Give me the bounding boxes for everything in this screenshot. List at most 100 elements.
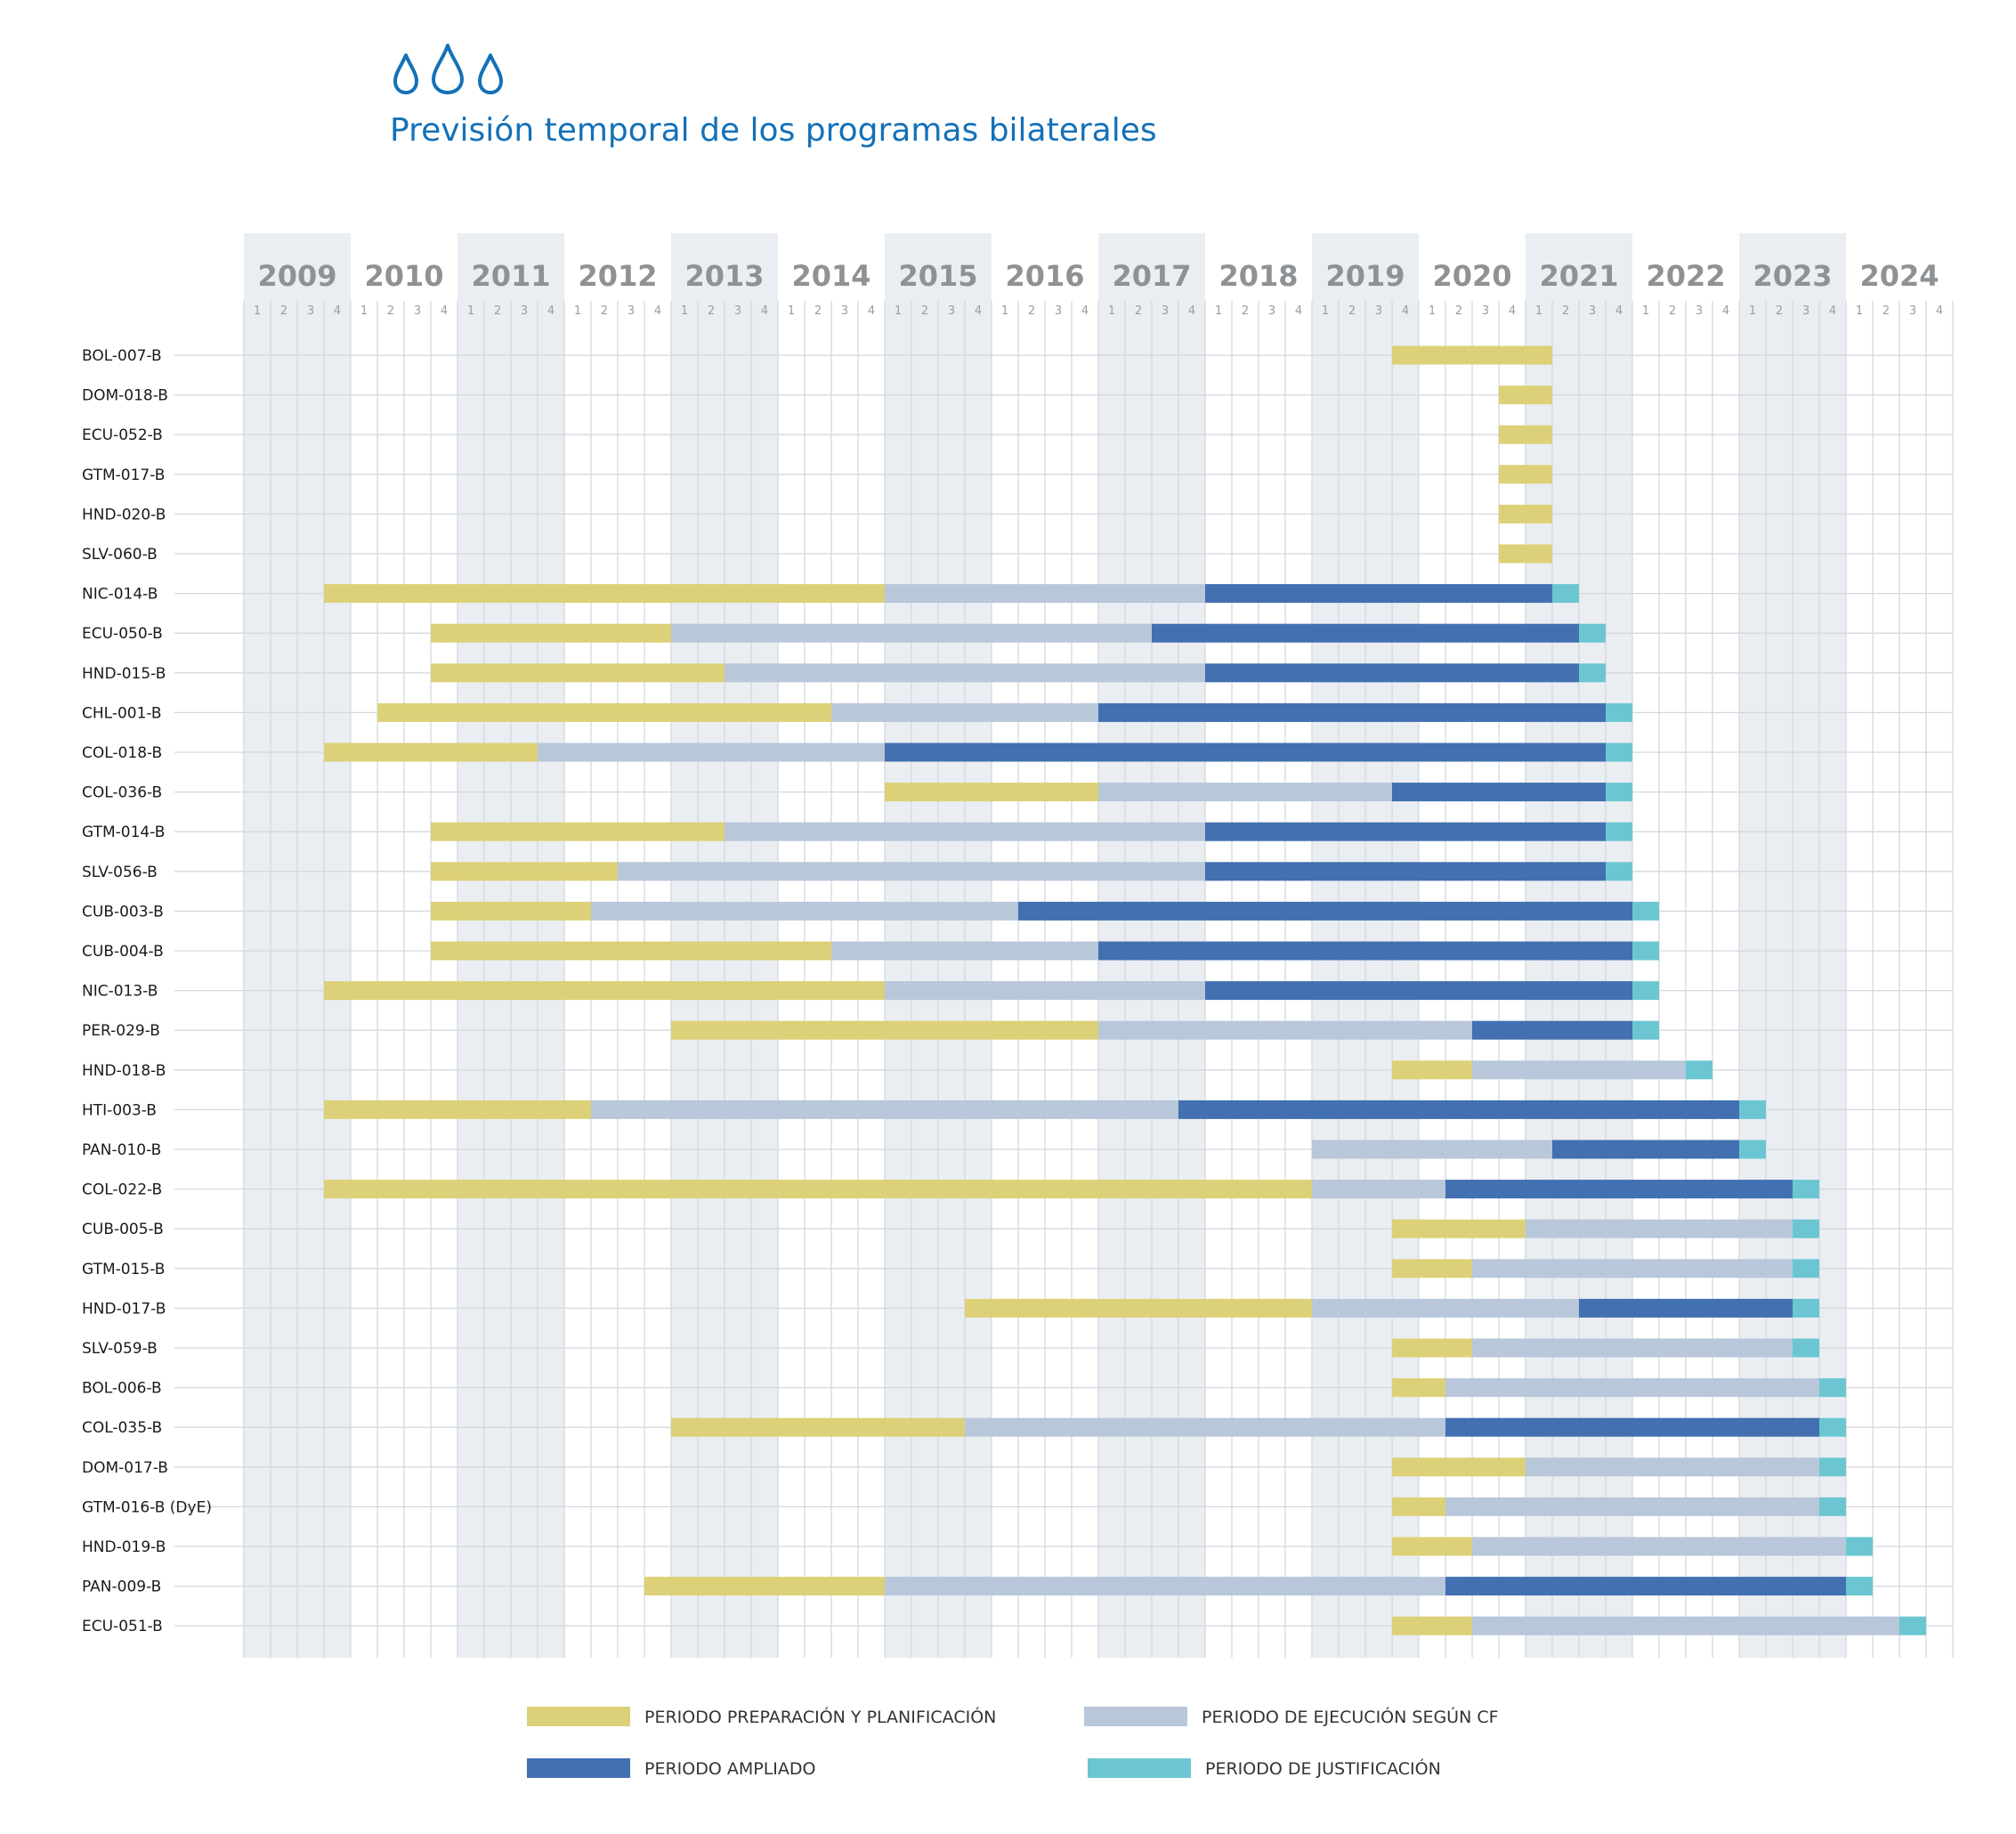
year-label: 2022: [1646, 259, 1725, 293]
bar-segment-prep: [1392, 1497, 1445, 1516]
bar-segment-prep: [1392, 1060, 1472, 1080]
bar-segment-just: [1606, 862, 1632, 881]
bar-segment-just: [1739, 1100, 1766, 1119]
year-label: 2018: [1219, 259, 1298, 293]
project-row: CHL-001-B: [82, 702, 1953, 722]
bar-segment-just: [1606, 702, 1632, 722]
bar-segment-prep: [671, 1417, 965, 1437]
project-label: GTM-014-B: [82, 824, 165, 841]
quarter-label: 3: [627, 304, 635, 318]
project-label: CUB-004-B: [82, 943, 164, 961]
project-row: HND-017-B: [82, 1298, 1953, 1318]
bar-segment-exec: [1312, 1180, 1445, 1199]
bar-segment-amp: [1205, 862, 1606, 881]
year-label: 2017: [1112, 259, 1191, 293]
bar-segment-exec: [965, 1417, 1445, 1437]
year-label: 2020: [1432, 259, 1511, 293]
project-row: COL-035-B: [82, 1417, 1953, 1437]
project-label: COL-022-B: [82, 1181, 162, 1199]
bar-segment-amp: [1392, 783, 1606, 802]
bar-segment-amp: [1098, 702, 1606, 722]
project-label: DOM-017-B: [82, 1459, 168, 1477]
bar-segment-just: [1793, 1219, 1819, 1238]
project-label: HND-017-B: [82, 1300, 166, 1318]
project-row: DOM-018-B: [82, 385, 1953, 405]
legend-item-exec: PERIODO DE EJECUCIÓN SEGÚN CF: [1084, 1706, 1499, 1727]
project-label: SLV-060-B: [82, 546, 158, 564]
bar-segment-exec: [1472, 1259, 1793, 1278]
bar-segment-prep: [324, 743, 538, 762]
bar-segment-amp: [1205, 822, 1606, 841]
project-row: ECU-050-B: [82, 623, 1953, 643]
year-label: 2014: [791, 259, 870, 293]
bar-segment-just: [1579, 663, 1606, 683]
quarter-label: 3: [1375, 304, 1382, 318]
bar-segment-prep: [431, 901, 591, 921]
bar-segment-amp: [1472, 1020, 1632, 1040]
project-label: PAN-010-B: [82, 1141, 161, 1159]
legend-label: PERIODO PREPARACIÓN Y PLANIFICACIÓN: [644, 1706, 996, 1727]
project-label: HND-019-B: [82, 1538, 166, 1556]
water-drops-icon: [393, 44, 503, 94]
bar-segment-exec: [671, 623, 1152, 643]
bar-segment-prep: [644, 1577, 885, 1596]
bar-segment-just: [1846, 1577, 1873, 1596]
bar-segment-exec: [1312, 1140, 1552, 1159]
project-label: DOM-018-B: [82, 387, 168, 405]
bar-segment-prep: [431, 663, 725, 683]
bar-segment-just: [1846, 1537, 1873, 1556]
project-row: GTM-015-B: [82, 1259, 1953, 1278]
project-row: HND-018-B: [82, 1060, 1953, 1080]
project-row: SLV-060-B: [82, 544, 1953, 564]
quarter-label: 2: [280, 304, 287, 318]
legend-label: PERIODO AMPLIADO: [644, 1759, 815, 1779]
project-row: PAN-010-B: [82, 1140, 1953, 1159]
bar-segment-amp: [1445, 1577, 1846, 1596]
project-label: BOL-006-B: [82, 1380, 162, 1398]
bar-segment-exec: [831, 702, 1098, 722]
bar-segment-prep: [431, 623, 671, 643]
quarter-label: 2: [1882, 304, 1890, 318]
year-label: 2013: [684, 259, 764, 293]
project-row: PAN-009-B: [82, 1577, 1953, 1596]
bar-segment-just: [1819, 1417, 1846, 1437]
quarter-label: 4: [1295, 304, 1302, 318]
bar-segment-exec: [591, 901, 1018, 921]
legend-swatch: [527, 1707, 630, 1726]
quarter-label: 1: [895, 304, 902, 318]
quarter-label: 4: [547, 304, 555, 318]
bar-segment-prep: [1392, 1378, 1445, 1398]
quarter-label: 1: [1108, 304, 1115, 318]
bar-segment-just: [1606, 783, 1632, 802]
project-row: BOL-006-B: [82, 1378, 1953, 1398]
bar-segment-amp: [1018, 901, 1632, 921]
bar-segment-exec: [885, 1577, 1445, 1596]
bar-segment-prep: [1499, 504, 1552, 523]
bar-segment-prep: [1392, 1537, 1472, 1556]
quarter-label: 2: [1455, 304, 1462, 318]
quarter-label: 2: [387, 304, 394, 318]
bar-segment-just: [1793, 1298, 1819, 1318]
bar-segment-amp: [1098, 941, 1632, 961]
project-row: HTI-003-B: [82, 1100, 1953, 1119]
bar-segment-exec: [618, 862, 1205, 881]
year-label: 2012: [578, 259, 657, 293]
quarter-label: 4: [1722, 304, 1729, 318]
quarter-label: 2: [601, 304, 608, 318]
legend-swatch: [527, 1758, 630, 1778]
bar-segment-amp: [1445, 1180, 1793, 1199]
bar-segment-prep: [431, 941, 831, 961]
year-label: 2019: [1325, 259, 1405, 293]
bar-segment-exec: [1472, 1616, 1899, 1635]
quarter-label: 3: [841, 304, 848, 318]
project-row: NIC-014-B: [82, 584, 1953, 604]
project-label: COL-035-B: [82, 1419, 162, 1437]
quarter-axis: 1 2 3 4 1 2 3 4 1 2 3 4 1 2 3 4 1 2 3 4 1 2 3 4 1 2 3 4 1 2 3 4 1 2 3 4 1 2 3 4…: [254, 304, 1943, 318]
project-row: ECU-051-B: [82, 1616, 1953, 1635]
bar-segment-just: [1819, 1457, 1846, 1477]
bar-segment-just: [1793, 1259, 1819, 1278]
quarter-label: 4: [1509, 304, 1516, 318]
bar-segment-exec: [725, 663, 1205, 683]
project-row: PER-029-B: [82, 1020, 1953, 1040]
bar-segment-exec: [1472, 1537, 1846, 1556]
